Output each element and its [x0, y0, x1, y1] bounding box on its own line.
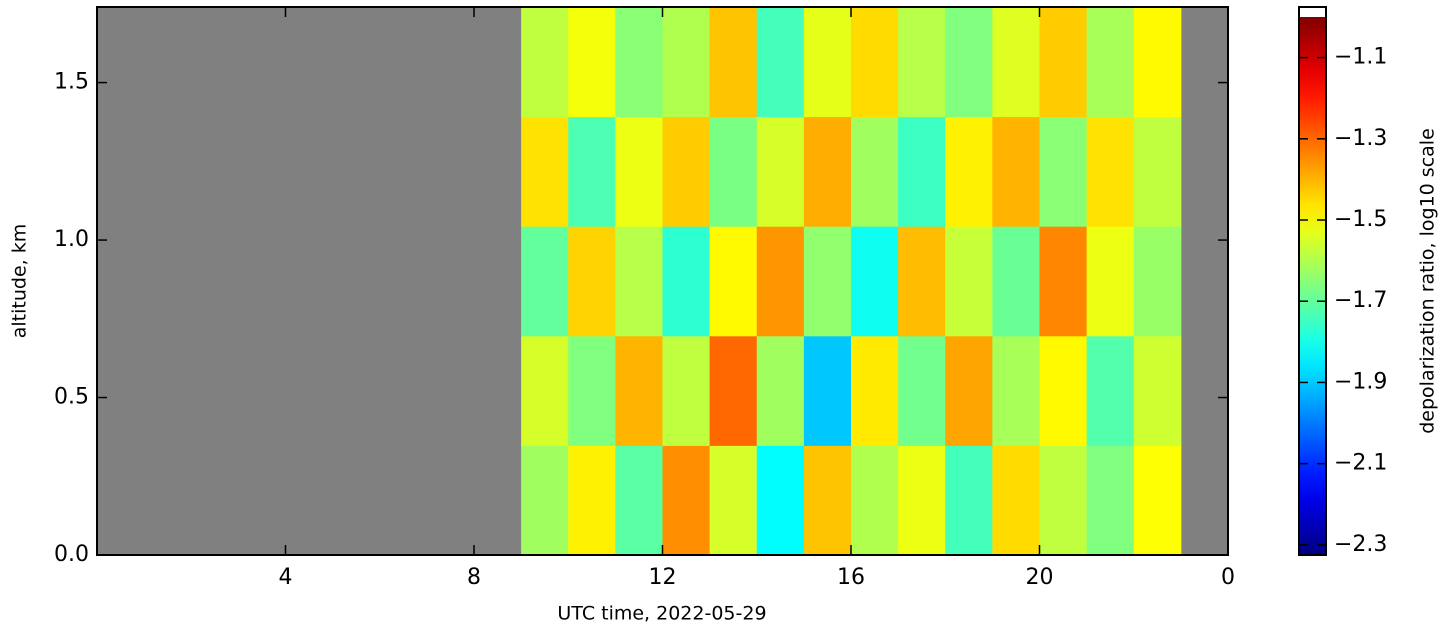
heat-cell [1133, 226, 1182, 337]
heat-cell [662, 7, 711, 118]
heat-cell [851, 445, 899, 556]
y-tick-label: 1.5 [54, 70, 89, 95]
heat-cell [992, 116, 1040, 227]
colorbar-tick-label: −1.5 [1334, 207, 1387, 232]
heat-cell [1086, 7, 1135, 118]
heat-cell [851, 335, 899, 446]
y-tick-label: 1.0 [54, 227, 89, 252]
heat-cell [1133, 335, 1182, 446]
heat-cell [662, 335, 711, 446]
heat-cell [992, 335, 1040, 446]
heat-cell [1133, 116, 1182, 227]
heat-cell [898, 116, 946, 227]
heat-cell [521, 7, 569, 118]
colorbar-label: depolarization ratio, log10 scale [1417, 128, 1439, 434]
heat-cell [615, 335, 663, 446]
x-tick-label: 0 [1221, 565, 1235, 590]
heat-cell [992, 226, 1040, 337]
heat-cell [521, 226, 569, 337]
heat-cell [1086, 226, 1135, 337]
heat-cell [756, 335, 805, 446]
colorbar-tick-label: −1.7 [1334, 288, 1387, 313]
heat-cell [662, 226, 711, 337]
heat-cell [756, 445, 805, 556]
x-tick-label: 12 [649, 565, 677, 590]
heat-cell [1039, 445, 1088, 556]
heat-cell [803, 226, 852, 337]
heat-cell [1039, 335, 1088, 446]
heat-cell [945, 116, 993, 227]
heat-cell [1039, 7, 1088, 118]
heat-cell [521, 335, 569, 446]
heat-cell [803, 445, 852, 556]
x-axis-label: UTC time, 2022-05-29 [557, 603, 766, 625]
heat-cell [709, 445, 758, 556]
colorbar-tick-label: −1.3 [1334, 126, 1387, 151]
heat-cell [1133, 445, 1182, 556]
heat-cell [568, 445, 616, 556]
y-tick-label: 0.5 [54, 385, 89, 410]
heat-cell [898, 226, 946, 337]
heat-cell [1086, 116, 1135, 227]
heat-cell [851, 116, 899, 227]
heat-cell [709, 116, 758, 227]
heat-cell [1086, 445, 1135, 556]
heat-cell [945, 7, 993, 118]
heat-cell [851, 226, 899, 337]
heat-cell [756, 116, 805, 227]
x-tick-label: 8 [467, 565, 481, 590]
heat-cell [709, 7, 758, 118]
heat-cell [568, 7, 616, 118]
heat-cell [756, 7, 805, 118]
heat-cell [898, 445, 946, 556]
heat-cell [851, 7, 899, 118]
colorbar [1299, 17, 1326, 555]
heat-cell [898, 335, 946, 446]
colorbar-tick-label: −1.1 [1334, 45, 1387, 70]
y-tick-label: 0.0 [54, 542, 89, 567]
heat-cell [992, 7, 1040, 118]
heat-cell [568, 226, 616, 337]
heat-cell [615, 445, 663, 556]
heat-cell [945, 445, 993, 556]
heat-cell [662, 116, 711, 227]
heat-cell [945, 335, 993, 446]
heat-cell [803, 116, 852, 227]
heat-cell [1133, 7, 1182, 118]
heat-cell [898, 7, 946, 118]
heat-cell [1039, 116, 1088, 227]
heat-cell [1086, 335, 1135, 446]
heat-cell [803, 7, 852, 118]
heat-cell [803, 335, 852, 446]
colorbar-tick-label: −2.1 [1334, 451, 1387, 476]
heat-cell [709, 226, 758, 337]
colorbar-tick-label: −2.3 [1334, 532, 1387, 557]
heat-cell [568, 335, 616, 446]
heat-cell [615, 7, 663, 118]
x-tick-label: 4 [279, 565, 293, 590]
heat-cell [615, 116, 663, 227]
heat-cell [521, 116, 569, 227]
colorbar-frame [1298, 6, 1327, 556]
heat-cell [615, 226, 663, 337]
y-axis-label: altitude, km [9, 224, 31, 338]
heat-cell [568, 116, 616, 227]
heat-cell [709, 335, 758, 446]
heat-cell [521, 445, 569, 556]
colorbar-tick-label: −1.9 [1334, 369, 1387, 394]
x-tick-label: 20 [1026, 565, 1054, 590]
heat-cell [945, 226, 993, 337]
colorbar-over [1299, 7, 1326, 17]
heat-cell [662, 445, 711, 556]
heat-cell [1039, 226, 1088, 337]
x-tick-label: 16 [837, 565, 865, 590]
heat-cell [756, 226, 805, 337]
heat-cell [992, 445, 1040, 556]
